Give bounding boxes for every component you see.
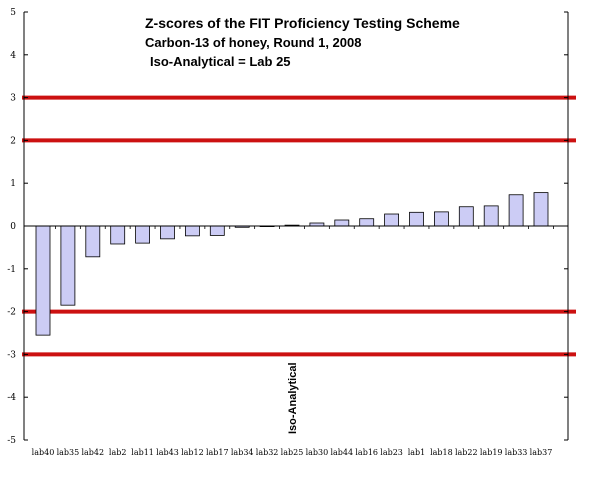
annotation-iso-analytical: Iso-Analytical [287, 362, 299, 434]
bar-lab18 [433, 211, 449, 227]
bar-lab19 [483, 205, 499, 227]
y-tick-label: 0 [10, 222, 16, 232]
x-tick-label-lab35: lab35 [57, 448, 80, 457]
bar-lab33 [508, 194, 524, 227]
y-tick-label: -3 [7, 350, 16, 360]
bar-lab35 [60, 225, 76, 306]
x-tick-label-lab42: lab42 [81, 448, 104, 457]
bar-lab2 [110, 225, 126, 245]
bar-lab42 [85, 225, 101, 258]
chart-subtitle: Carbon-13 of honey, Round 1, 2008 [145, 35, 361, 50]
bar-lab16 [359, 218, 375, 227]
bar-lab40 [35, 225, 51, 336]
x-tick-label-lab37: lab37 [530, 448, 553, 457]
x-tick-label-lab33: lab33 [505, 448, 528, 457]
bar-lab44 [334, 219, 350, 227]
bar-lab1 [409, 211, 424, 227]
bar-lab17 [209, 225, 225, 236]
x-tick-label-lab43: lab43 [156, 448, 179, 457]
x-tick-label-lab23: lab23 [380, 448, 403, 457]
y-tick-label: -4 [7, 393, 16, 403]
x-tick-label-lab1: lab1 [408, 448, 426, 457]
x-tick-label-lab32: lab32 [256, 448, 279, 457]
bar-lab43 [160, 225, 175, 240]
bar-lab37 [533, 192, 549, 227]
x-tick-label-lab17: lab17 [206, 448, 229, 457]
x-tick-label-lab25: lab25 [281, 448, 304, 457]
reference-lines [22, 95, 576, 357]
y-tick-labels: 5 4 3 2 1 0 -1 -2 -3 -4 -5 [7, 8, 16, 446]
bar-lab23 [384, 213, 400, 227]
x-tick-labels: lab40 lab35 lab42 lab2 lab11 lab43 lab12 lab17 l… [32, 448, 553, 457]
x-tick-label-lab34: lab34 [231, 448, 254, 457]
y-tick-label: -5 [7, 436, 16, 446]
x-tick-label-lab2: lab2 [109, 448, 127, 457]
bar-lab12 [184, 225, 200, 237]
chart-note: Iso-Analytical = Lab 25 [150, 54, 291, 69]
y-tick-label: -1 [7, 265, 16, 275]
x-tick-label-lab18: lab18 [430, 448, 453, 457]
x-tick-label-lab22: lab22 [455, 448, 478, 457]
axes [23, 11, 569, 441]
y-tick-label: 2 [10, 136, 16, 146]
y-tick-label: 4 [10, 51, 16, 61]
chart-title: Z-scores of the FIT Proficiency Testing … [145, 15, 460, 31]
x-tick-label-lab40: lab40 [32, 448, 55, 457]
x-tick-label-lab19: lab19 [480, 448, 503, 457]
y-tick-label: -2 [7, 308, 16, 318]
y-tick-label: 1 [10, 179, 16, 189]
x-tick-label-lab12: lab12 [181, 448, 204, 457]
y-tick-label: 5 [10, 8, 16, 18]
x-tick-label-lab11: lab11 [131, 448, 154, 457]
x-tick-label-lab16: lab16 [355, 448, 378, 457]
x-tick-label-lab30: lab30 [306, 448, 329, 457]
x-tick-label-lab44: lab44 [330, 448, 353, 457]
bar-lab22 [458, 206, 474, 227]
bar-lab11 [135, 225, 151, 244]
y-tick-label: 3 [10, 94, 16, 104]
